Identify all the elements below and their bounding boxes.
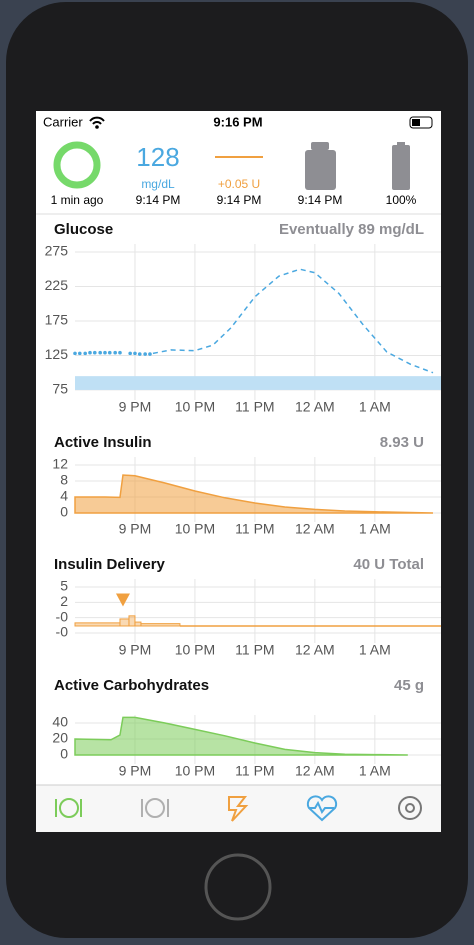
x-tick-label: 11 PM — [235, 521, 274, 537]
glucose-point — [77, 351, 82, 356]
x-tick-label: 12 AM — [295, 642, 335, 658]
battery-icon — [412, 119, 420, 126]
glucose-point — [143, 352, 147, 356]
y-tick-label: 75 — [52, 381, 68, 397]
area — [74, 716, 408, 756]
y-tick-label: 0 — [60, 746, 68, 762]
x-tick-label: 10 PM — [175, 642, 215, 658]
chart-title: Active Carbohydrates — [54, 677, 209, 694]
glucose-point — [103, 350, 107, 355]
basal-segment — [74, 622, 121, 627]
target-range — [75, 376, 441, 390]
y-tick-label: -0 — [56, 624, 69, 640]
glucose-point — [88, 350, 92, 355]
basal-time: 9:14 PM — [217, 193, 262, 207]
glucose-unit: mg/dL — [141, 177, 175, 191]
basal-segment — [134, 621, 142, 627]
x-tick-label: 9 PM — [119, 521, 152, 537]
x-tick-label: 1 AM — [359, 521, 391, 537]
chart-annotation: Eventually 89 mg/dL — [279, 221, 424, 238]
x-tick-label: 9 PM — [119, 763, 152, 779]
chart-title: Insulin Delivery — [54, 556, 166, 573]
x-tick-label: 12 AM — [295, 399, 335, 415]
chart-title: Glucose — [54, 221, 113, 238]
x-tick-label: 11 PM — [235, 642, 274, 658]
chart-title: Active Insulin — [54, 434, 152, 451]
chart-annotation: 8.93 U — [380, 434, 424, 451]
battery-icon — [409, 116, 433, 129]
x-tick-label: 10 PM — [175, 399, 215, 415]
tab-bolus[interactable] — [228, 796, 249, 822]
basal-segment — [119, 618, 130, 627]
bolus-marker — [115, 593, 130, 607]
y-tick-label: 5 — [60, 578, 68, 594]
glucose-point — [92, 350, 97, 355]
y-tick-label: 4 — [60, 488, 68, 504]
clock: 9:16 PM — [213, 114, 262, 129]
tab-health[interactable] — [306, 795, 338, 822]
screen — [36, 111, 441, 832]
loop-status: 1 min ago — [51, 193, 104, 207]
glucose-point — [107, 350, 112, 355]
tab-bar — [36, 785, 441, 832]
x-tick-label: 12 AM — [295, 521, 335, 537]
y-tick-label: 225 — [45, 277, 69, 293]
reservoir-time: 9:14 PM — [298, 193, 343, 207]
temp-basal: +0.05 U — [218, 177, 260, 191]
y-tick-label: 175 — [45, 312, 69, 328]
reservoir-icon[interactable] — [305, 150, 336, 190]
predicted-glucose — [152, 268, 434, 374]
x-tick-label: 10 PM — [175, 521, 215, 537]
glucose-point — [133, 351, 137, 356]
y-tick-label: 40 — [52, 714, 68, 730]
tab-carbs[interactable] — [55, 798, 82, 818]
wifi-icon — [89, 116, 105, 125]
y-tick-label: 8 — [60, 472, 68, 488]
pump-battery-icon — [397, 142, 405, 146]
x-tick-label: 11 PM — [235, 399, 274, 415]
x-tick-label: 12 AM — [295, 763, 335, 779]
x-tick-label: 9 PM — [119, 642, 152, 658]
x-tick-label: 10 PM — [175, 763, 215, 779]
glucose-point — [148, 352, 152, 356]
y-tick-label: 0 — [60, 504, 68, 520]
pump-battery-icon[interactable] — [392, 145, 410, 190]
glucose-point — [73, 351, 77, 356]
y-tick-label: 275 — [45, 243, 69, 259]
glucose-value[interactable]: 128 — [136, 142, 179, 172]
pump-battery: 100% — [386, 193, 417, 207]
glucose-point — [83, 351, 87, 356]
tab-settings[interactable] — [398, 796, 422, 820]
home-button[interactable] — [204, 853, 272, 921]
carrier: Carrier — [43, 114, 83, 129]
y-tick-label: 12 — [52, 456, 68, 472]
chart-annotation: 40 U Total — [353, 556, 424, 573]
loop-ring[interactable] — [53, 141, 101, 189]
x-tick-label: 1 AM — [359, 763, 391, 779]
y-tick-label: 2 — [60, 593, 68, 609]
x-tick-label: 9 PM — [119, 399, 152, 415]
tab-bolus-history[interactable] — [141, 798, 169, 818]
x-tick-label: 11 PM — [235, 763, 274, 779]
wifi-icon — [95, 125, 99, 129]
glucose-point — [137, 352, 142, 356]
x-tick-label: 1 AM — [359, 642, 391, 658]
y-tick-label: -0 — [56, 608, 69, 624]
reservoir-icon — [311, 142, 329, 150]
basal-segment — [140, 623, 181, 627]
chart-annotation: 45 g — [394, 677, 424, 694]
glucose-point — [118, 350, 122, 355]
x-tick-label: 1 AM — [359, 399, 391, 415]
y-tick-label: 125 — [45, 346, 69, 362]
glucose-point — [128, 351, 132, 356]
y-tick-label: 20 — [52, 730, 68, 746]
basal-segment — [128, 615, 136, 627]
area — [74, 474, 434, 514]
glucose-time: 9:14 PM — [136, 193, 181, 207]
glucose-point — [113, 350, 117, 355]
glucose-point — [98, 350, 102, 355]
